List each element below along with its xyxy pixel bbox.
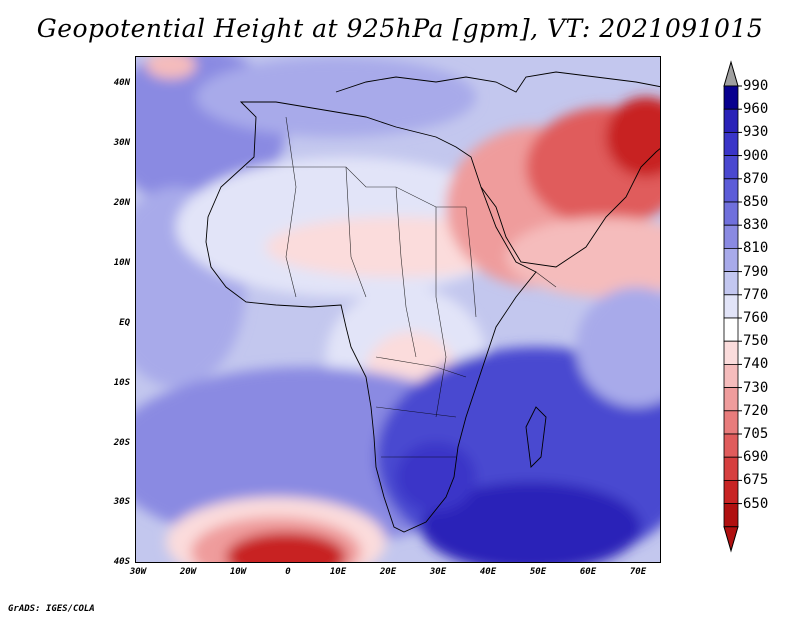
lon-label: 60E — [579, 567, 597, 577]
lon-label: 40E — [479, 567, 497, 577]
colorbar-label: 690 — [743, 449, 769, 466]
colorbar-label: 870 — [743, 170, 769, 187]
colorbar-swatch — [723, 387, 739, 412]
lon-label: 50E — [529, 567, 547, 577]
country-borders — [246, 116, 557, 458]
lon-label: 30W — [129, 567, 147, 577]
lon-label: 10E — [329, 567, 347, 577]
lon-label: 0 — [285, 567, 291, 577]
credit-text: GrADS: IGES/COLA — [8, 604, 95, 614]
lon-label: 30E — [429, 567, 447, 577]
colorbar-label: 650 — [743, 495, 769, 512]
colorbar-swatch — [723, 201, 739, 226]
lat-label: 40N — [113, 78, 130, 88]
colorbar-label: 830 — [743, 217, 769, 234]
colorbar-swatch — [723, 131, 739, 156]
colorbar-label: 990 — [743, 78, 769, 94]
lat-label: 30S — [113, 497, 130, 507]
colorbar-swatch — [723, 108, 739, 133]
lon-label: 20W — [179, 567, 197, 577]
lat-label: 20S — [113, 438, 130, 448]
colorbar-label: 960 — [743, 101, 769, 118]
colorbar-swatch — [723, 503, 739, 528]
colorbar-swatch — [723, 178, 739, 203]
colorbar-swatch — [723, 247, 739, 272]
colorbar-label: 720 — [743, 402, 769, 419]
lon-label: 10W — [229, 567, 247, 577]
colorbar-swatch — [723, 155, 739, 180]
colorbar-under-triangle — [723, 526, 739, 553]
coastlines — [205, 71, 660, 533]
colorbar-label: 850 — [743, 194, 769, 210]
colorbar-label: 740 — [743, 356, 769, 373]
colorbar-swatch — [723, 456, 739, 481]
colorbar-swatch — [723, 433, 739, 458]
colorbar-over-triangle — [723, 60, 739, 87]
colorbar-swatch — [723, 85, 739, 110]
lat-label: 10S — [113, 378, 130, 388]
lon-label: 70E — [629, 567, 647, 577]
colorbar-label: 760 — [743, 310, 769, 326]
height-field — [136, 57, 660, 562]
lon-label: 20E — [379, 567, 397, 577]
lat-label: EQ — [119, 318, 130, 328]
lat-label: 10N — [113, 258, 130, 268]
colorbar-label: 790 — [743, 263, 769, 280]
colorbar-label: 705 — [743, 426, 769, 442]
colorbar-swatch — [723, 410, 739, 435]
colorbar-swatch — [723, 294, 739, 319]
lat-label: 20N — [113, 198, 130, 208]
colorbar-swatch — [723, 271, 739, 296]
chart-title: Geopotential Height at 925hPa [gpm], VT:… — [36, 14, 764, 43]
colorbar-label: 810 — [743, 240, 769, 257]
colorbar-swatch — [723, 340, 739, 365]
colorbar-label: 770 — [743, 286, 769, 303]
lat-label: 30N — [113, 138, 130, 148]
colorbar-swatch — [723, 224, 739, 249]
colorbar-label: 675 — [743, 472, 769, 489]
colorbar-label: 900 — [743, 147, 769, 164]
colorbar-label: 730 — [743, 379, 769, 396]
colorbar-label: 930 — [743, 124, 769, 141]
colorbar-swatch — [723, 363, 739, 388]
colorbar-swatch — [723, 479, 739, 504]
colorbar-label: 750 — [743, 333, 769, 350]
colorbar-swatch — [723, 317, 739, 342]
map-panel — [135, 56, 661, 563]
lat-label: 40S — [113, 557, 130, 567]
